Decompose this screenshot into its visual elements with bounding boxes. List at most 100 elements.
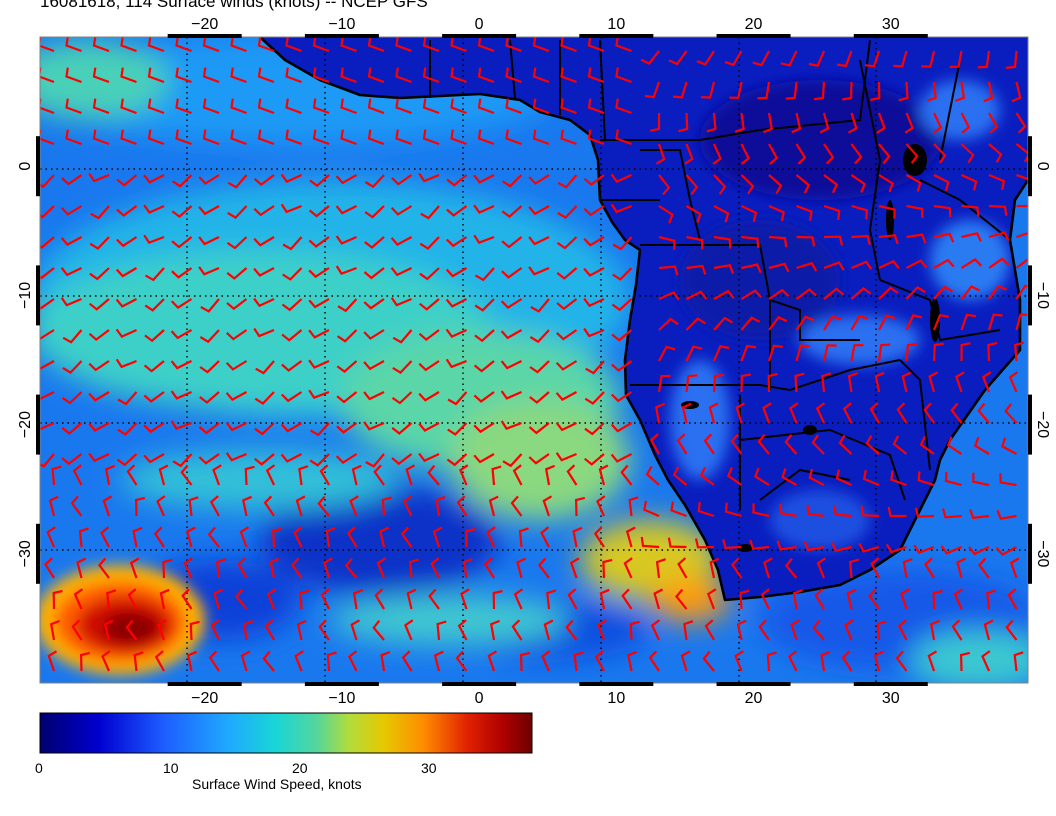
wind-barb — [227, 174, 248, 189]
wind-barb — [40, 205, 55, 219]
wind-barb — [784, 434, 798, 455]
wind-barb — [815, 402, 826, 424]
wind-barb — [365, 453, 385, 468]
wind-barb — [61, 391, 83, 405]
lon-ticks-bottom: −20 −10 0 10 20 30 — [191, 690, 900, 707]
wind-barb — [850, 143, 863, 165]
frame-band-lon-1 — [304, 34, 379, 38]
wind-barb — [51, 465, 62, 486]
wind-barb — [395, 129, 412, 146]
wind-barb — [686, 235, 704, 250]
wind-barb — [213, 588, 224, 610]
wind-barb — [949, 50, 963, 68]
wind-barb — [390, 205, 413, 216]
wind-barb — [390, 267, 412, 277]
wind-barb — [373, 464, 385, 486]
wind-barb — [143, 391, 165, 403]
wind-barb — [488, 495, 499, 517]
wind-barb — [658, 205, 674, 224]
wind-barb — [88, 452, 110, 463]
wind-barb — [253, 267, 275, 277]
wind-barb — [611, 329, 633, 342]
wind-barb — [779, 504, 797, 518]
wind-barb — [418, 360, 440, 372]
wind-barb — [309, 453, 330, 467]
wind-barb — [422, 37, 440, 53]
wind-barb — [762, 402, 772, 424]
wind-barb — [319, 464, 330, 486]
wind-barb — [870, 557, 880, 579]
wind-barb — [308, 359, 330, 369]
wind-barb — [189, 620, 200, 641]
wind-barb — [752, 503, 770, 518]
wind-barb — [560, 129, 577, 146]
wind-barb — [739, 589, 750, 610]
wind-barb — [768, 235, 788, 248]
wind-barb — [1001, 437, 1018, 455]
wind-barb — [199, 360, 220, 374]
wind-barb — [202, 67, 220, 84]
wind-barb — [40, 360, 55, 371]
wind-barb — [768, 174, 783, 195]
wind-barb — [200, 298, 220, 313]
wind-barb — [489, 619, 501, 641]
wind-barb — [60, 297, 82, 307]
wind-barb — [144, 329, 165, 343]
wind-barb — [955, 371, 965, 393]
wind-barb — [115, 328, 137, 338]
wind-barb — [955, 81, 966, 102]
wind-barb — [699, 466, 715, 486]
wind-barb — [914, 507, 935, 518]
country-borders — [429, 39, 1011, 510]
wind-barb — [1008, 371, 1019, 393]
colorbar-tick-10: 10 — [163, 760, 179, 776]
wind-barb — [658, 317, 679, 331]
wind-barb — [391, 453, 413, 466]
wind-barb — [390, 297, 412, 307]
wind-barb — [230, 37, 247, 53]
wind-barb — [363, 329, 385, 340]
wind-barb — [516, 557, 527, 579]
wind-barb — [446, 236, 468, 248]
wind-barb — [849, 558, 860, 579]
wind-barb — [768, 143, 779, 165]
wind-barb — [686, 290, 708, 300]
wind-barb — [532, 129, 550, 146]
wind-barb — [202, 37, 220, 53]
wind-barb — [510, 495, 523, 517]
wind-barb — [823, 143, 835, 165]
wind-barb — [40, 298, 55, 310]
wind-barb — [505, 37, 522, 53]
wind-barb — [367, 37, 385, 53]
lat-tick-left-3: −30 — [17, 540, 34, 567]
wind-barb — [850, 344, 864, 362]
wind-barb — [850, 314, 869, 331]
wind-barb — [823, 287, 845, 300]
wind-barb — [335, 265, 357, 275]
wind-barb — [762, 112, 774, 134]
wind-barb — [644, 81, 661, 99]
wind-barb — [295, 495, 306, 517]
wind-barb — [530, 298, 550, 313]
wind-barb — [704, 619, 715, 641]
wind-barb — [428, 588, 440, 610]
wind-barb — [226, 329, 248, 341]
frame-band-lon-3 — [579, 34, 654, 38]
wind-barb — [610, 422, 633, 433]
wind-barb — [838, 434, 853, 455]
wind-barb — [567, 588, 578, 610]
wind-barb — [706, 112, 717, 133]
wind-barb — [988, 231, 1010, 242]
wind-barb — [88, 360, 110, 372]
wind-barb — [335, 235, 357, 245]
wind-barb — [847, 372, 858, 393]
lat-tick-right-0: 0 — [1034, 162, 1051, 171]
wind-barb — [477, 67, 495, 84]
wind-barb — [814, 588, 825, 610]
wind-barb — [919, 435, 935, 455]
wind-barb — [541, 650, 551, 672]
wind-barb — [363, 360, 385, 371]
wind-barb — [640, 50, 660, 65]
wind-barb — [254, 422, 275, 436]
wind-barb — [623, 557, 633, 579]
